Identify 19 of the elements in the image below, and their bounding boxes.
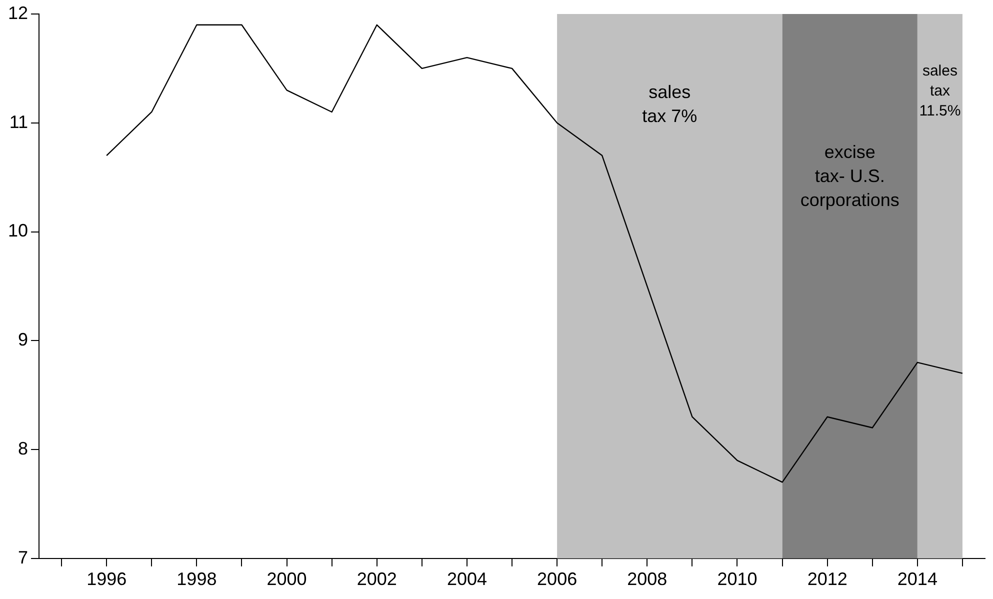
band-label: excise tax- U.S. corporations <box>800 142 900 210</box>
x-tick-label: 2002 <box>356 569 397 590</box>
x-tick-label: 2008 <box>627 569 668 590</box>
x-tick-label: 2006 <box>537 569 578 590</box>
band-label: sales tax 7% <box>642 82 698 126</box>
x-tick-label: 2000 <box>266 569 307 590</box>
x-tick-label: 2004 <box>446 569 487 590</box>
x-tick-label: 2012 <box>807 569 848 590</box>
band-label: sales tax 11.5% <box>919 62 961 120</box>
y-tick-label: 8 <box>18 438 28 458</box>
x-tick-label: 1996 <box>86 569 127 590</box>
y-tick-label: 11 <box>9 112 28 132</box>
y-tick-label: 7 <box>18 547 28 568</box>
x-tick-label: 2010 <box>717 569 758 590</box>
x-tick-label: 2014 <box>897 569 938 590</box>
y-tick-label: 10 <box>8 220 28 241</box>
y-tick-label: 12 <box>8 2 28 23</box>
x-tick-label: 1998 <box>176 569 217 590</box>
y-tick-label: 9 <box>18 330 28 350</box>
